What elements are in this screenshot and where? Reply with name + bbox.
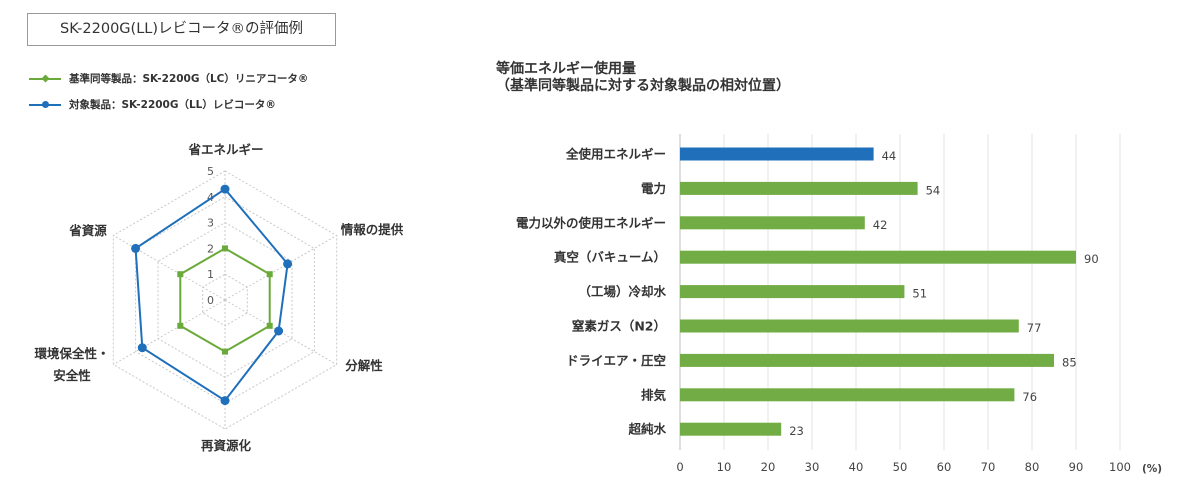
bar [680,181,918,195]
category-label: 電力以外の使用エネルギー [516,215,666,230]
legend-label: 基準同等製品：SK-2200G（LC）リニアコータ® [69,73,309,85]
data-label: 90 [1084,252,1099,266]
x-tick-label: 60 [937,460,952,474]
bar-chart: 0 10 20 30 40 50 60 70 80 90 100 (%) 全使用エネルギー 44 電力 54 電… [516,134,1162,475]
radar-scale-label: 0 [207,294,214,307]
data-label: 51 [912,287,927,301]
x-tick-label: 90 [1069,460,1084,474]
bar [680,285,905,299]
radar-scale-label: 4 [207,191,214,204]
page-title: SK-2200G(LL)レビコータ®の評価例 [59,21,304,37]
radar-spoke [113,235,226,301]
radar-point [266,322,273,329]
radar-axis-label-line: 省エネルギー [187,142,263,157]
radar-point [131,243,141,253]
radar-spoke [224,235,337,301]
circle-marker-icon [42,101,49,108]
data-label: 42 [873,218,888,232]
category-label: 真空（バキューム） [554,250,666,265]
radar-axis-label-line: 環境保全性・ [34,346,109,361]
data-label: 77 [1027,321,1042,335]
radar-axis-label: 再資源化 [201,438,252,453]
radar-point [220,396,230,406]
radar-point [222,348,228,355]
data-label: 23 [789,424,804,438]
x-tick-label: 0 [676,460,683,474]
legend-label: 対象製品：SK-2200G（LL）レビコータ® [69,99,276,111]
bar-chart-title-line: 等価エネルギー使用量 [496,61,636,77]
radar-scale-label: 1 [207,268,214,281]
category-label: 電力 [641,181,666,196]
radar-axis-label-line: 省資源 [68,223,107,238]
category-label: ドライエア・圧空 [566,353,666,368]
bar [680,388,1015,402]
category-label: 窒素ガス（N2） [572,319,666,334]
bar-chart-title-line: （基準同等製品に対する対象製品の相対位置） [496,78,790,94]
bar [680,216,865,230]
chart-title-box: SK-2200G(LL)レビコータ®の評価例 [27,13,336,46]
radar-point [222,245,228,252]
category-label: （工場）冷却水 [578,284,666,299]
bar [680,422,782,436]
radar-spoke [113,299,226,365]
radar-point [283,259,293,269]
radar-axis-label: 情報の提供 [341,222,404,237]
radar-point [266,271,273,278]
category-label: 超純水 [627,422,666,437]
category-label: 全使用エネルギー [565,147,666,162]
bar [680,353,1054,367]
radar-scale-label: 2 [207,242,214,255]
x-tick-label: 50 [893,460,908,474]
bar [680,250,1076,264]
x-unit-label: (%) [1142,463,1162,475]
radar-point [137,343,147,353]
x-tick-label: 20 [761,460,776,474]
data-label: 54 [926,183,941,197]
x-tick-label: 70 [981,460,996,474]
bar [680,147,874,161]
radar-axis-label: 環境保全性・安全性 [34,346,109,383]
x-tick-label: 40 [849,460,864,474]
x-tick-label: 10 [717,460,732,474]
radar-axis-label-line: 分解性 [345,358,383,373]
x-tick-label: 100 [1109,460,1131,474]
bar [680,319,1019,333]
radar-point [177,322,184,329]
diamond-marker-icon [41,74,50,83]
data-label: 85 [1062,355,1077,369]
radar-axis-label-line: 安全性 [53,368,91,383]
radar-axis-label: 分解性 [345,358,383,373]
radar-axis-label-line: 情報の提供 [341,222,404,237]
radar-axis-label-line: 再資源化 [201,438,252,453]
radar-scale-label: 5 [207,165,214,178]
bar-chart-title: 等価エネルギー使用量 （基準同等製品に対する対象製品の相対位置） [496,61,790,95]
radar-axis-label: 省エネルギー [187,142,263,157]
radar-point [274,326,284,336]
x-tick-label: 30 [805,460,820,474]
radar-point [177,271,184,278]
x-tick-label: 80 [1025,460,1040,474]
radar-scale-label: 3 [207,217,214,230]
radar-axis-label: 省資源 [68,223,107,238]
data-label: 76 [1022,390,1037,404]
data-label: 44 [882,149,897,163]
category-label: 排気 [641,387,667,402]
radar-point [220,184,230,194]
